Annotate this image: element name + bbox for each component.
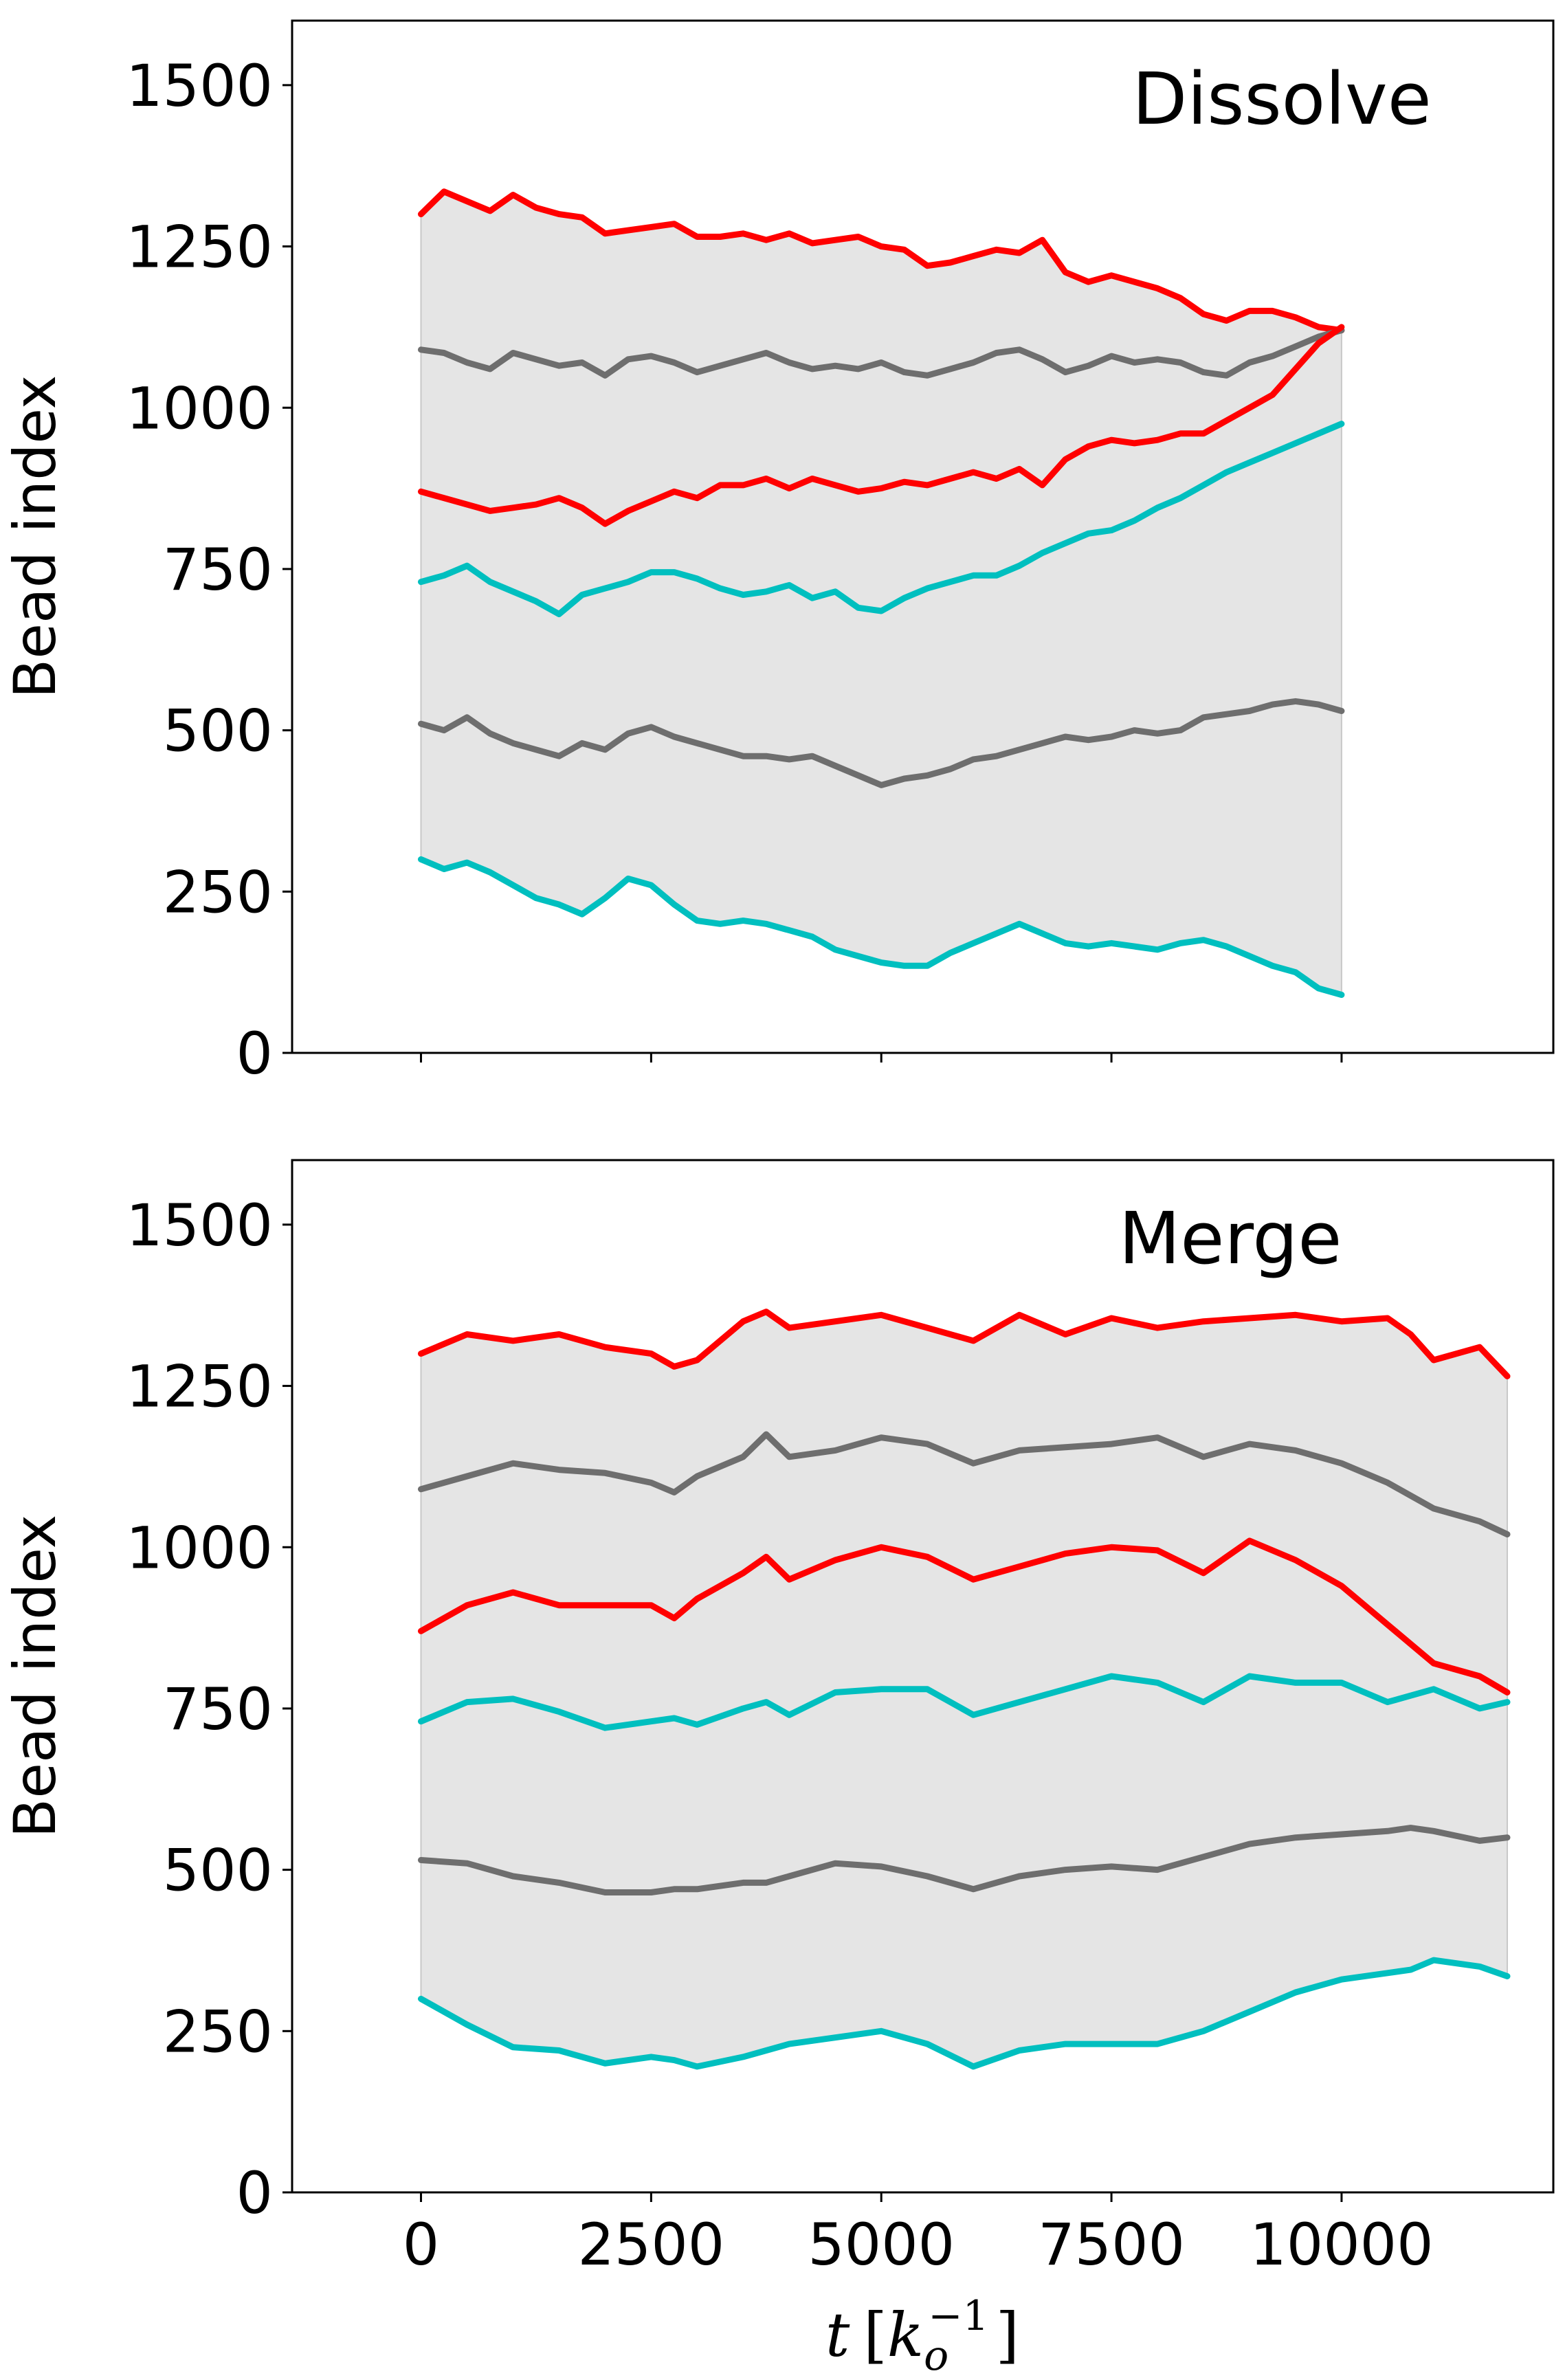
merge-shaded-area xyxy=(420,1311,1508,2067)
merge-y-ticks: 0 250 500 750 1000 1250 1500 xyxy=(126,1192,292,2227)
dissolve-y-axis-title: Bead index xyxy=(1,375,69,699)
merge-series-3-cyan-line xyxy=(418,1673,1511,1731)
merge-series-0-red-line xyxy=(418,1309,1511,1379)
dissolve-y-tick-label: 1000 xyxy=(126,375,273,442)
merge-y-tick-label: 1500 xyxy=(126,1192,273,1259)
dissolve-y-tick-label: 0 xyxy=(236,1020,273,1087)
merge-x-tick-label: 2500 xyxy=(577,2211,724,2278)
x-axis-title-open-bracket: [ xyxy=(863,2300,887,2370)
dissolve-y-ticks: 0 250 500 750 1000 1250 1500 xyxy=(126,52,292,1087)
dissolve-y-tick-label: 750 xyxy=(163,536,273,603)
merge-series-4-gray-line xyxy=(418,1825,1511,1895)
x-axis-title-subscript: o xyxy=(924,2332,948,2380)
dissolve-series-5-cyan-line xyxy=(418,856,1345,998)
merge-y-tick-label: 250 xyxy=(163,1998,273,2065)
merge-panel: 0 250 500 750 1000 1250 1500 0 2500 5000 7500 1000… xyxy=(1,1159,1555,2278)
merge-x-tick-label: 0 xyxy=(403,2211,439,2278)
dissolve-x-ticks xyxy=(420,1053,1343,1063)
merge-x-tick-label: 7500 xyxy=(1038,2211,1185,2278)
merge-y-axis-title: Bead index xyxy=(1,1515,69,1838)
merge-series-2-red-line xyxy=(418,1537,1511,1695)
x-axis-title-t: t xyxy=(825,2300,850,2370)
dissolve-series-1-gray-line xyxy=(418,327,1345,379)
merge-y-tick-label: 750 xyxy=(163,1676,273,1743)
dissolve-panel: 0 250 500 750 1000 1250 1500 Dissolve Bead ind… xyxy=(1,19,1555,1087)
x-axis-title-close-bracket: ] xyxy=(996,2300,1019,2370)
merge-y-tick-label: 500 xyxy=(163,1837,273,1904)
dissolve-series-0-red-line xyxy=(418,188,1345,334)
dissolve-series-4-gray-line xyxy=(418,698,1345,788)
merge-plot-frame xyxy=(291,1159,1555,2194)
merge-panel-title: Merge xyxy=(1119,1197,1342,1280)
dissolve-plot-frame xyxy=(291,19,1555,1054)
merge-x-tick-label: 5000 xyxy=(808,2211,955,2278)
dissolve-y-tick-label: 500 xyxy=(163,698,273,765)
dissolve-series-group xyxy=(418,188,1345,998)
merge-y-tick-label: 1250 xyxy=(126,1353,273,1421)
merge-series-1-gray-line xyxy=(418,1431,1511,1537)
dissolve-panel-title: Dissolve xyxy=(1132,57,1431,141)
dissolve-series-3-cyan-line xyxy=(418,421,1345,618)
merge-x-ticks: 0 2500 5000 7500 10000 xyxy=(403,2192,1434,2278)
x-axis-title-superscript: −1 xyxy=(928,2292,988,2340)
dissolve-y-tick-label: 1500 xyxy=(126,52,273,120)
dissolve-y-tick-label: 250 xyxy=(163,858,273,926)
merge-y-tick-label: 0 xyxy=(236,2159,273,2227)
x-axis-title-k: k xyxy=(887,2300,924,2370)
x-axis-title: t [ko−1] xyxy=(825,2292,1019,2380)
merge-x-tick-label: 10000 xyxy=(1250,2211,1433,2278)
dissolve-series-2-red-line xyxy=(418,324,1345,527)
merge-shaded-region xyxy=(420,1311,1508,2067)
dissolve-y-tick-label: 1250 xyxy=(126,214,273,281)
merge-series-5-cyan-line xyxy=(418,1957,1511,2070)
merge-y-tick-label: 1000 xyxy=(126,1514,273,1581)
merge-series-group xyxy=(418,1309,1511,2070)
